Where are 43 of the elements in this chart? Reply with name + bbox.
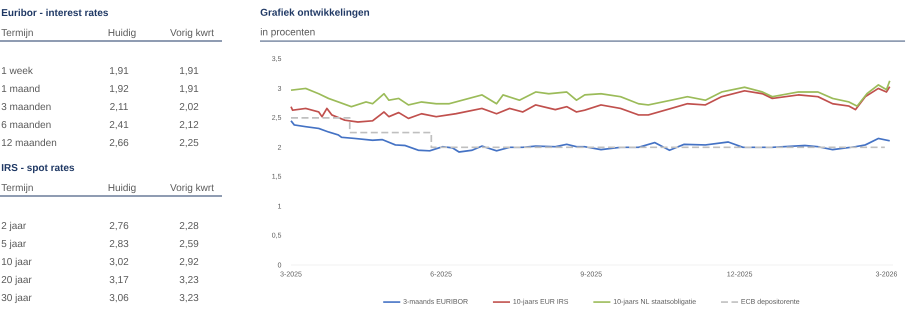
text: 2,66 [110, 139, 128, 148]
text: 3,23 [180, 276, 198, 284]
chart-subtitle: in procenten [260, 28, 315, 38]
text: 2,25 [180, 139, 198, 148]
text: 3,17 [110, 276, 128, 284]
category-label: 12 maanden [2, 138, 56, 146]
category-label: 5 jaar [2, 240, 26, 250]
text: 2,02 [180, 103, 198, 112]
text: 3,06 [110, 294, 128, 302]
category-label: Vorig kwrt [170, 28, 214, 38]
category-label: Huidig [108, 184, 136, 194]
chart-title: Grafiek ontwikkelingen [260, 8, 370, 18]
text: 2,76 [110, 222, 128, 230]
text: 1,91 [110, 67, 128, 76]
text: 3,02 [110, 258, 128, 266]
text: Euribor - interest rates [2, 8, 108, 16]
text: 1,91 [180, 67, 198, 76]
line-series [290, 80, 891, 108]
category-label: Huidig [108, 28, 136, 38]
text: 1,91 [180, 85, 198, 94]
category-label: 3 maanden [2, 102, 51, 110]
category-label: 20 jaar [2, 276, 32, 286]
text: 1,92 [110, 85, 128, 94]
text: 2,11 [110, 103, 128, 112]
category-label: 2 jaar [2, 222, 26, 232]
category-label: 1 week [2, 66, 33, 74]
text: IRS - spot rates [2, 164, 74, 174]
text: 2,59 [180, 240, 198, 248]
category-label: 30 jaar [2, 294, 32, 304]
text: 2,12 [180, 121, 198, 130]
text: Termijn [1, 28, 33, 38]
text: 2,83 [110, 240, 128, 248]
text: 2,28 [180, 222, 198, 230]
category-label: Vorig kwrt [170, 184, 214, 194]
line-series [290, 120, 891, 153]
category-label: 6 maanden [2, 120, 51, 128]
line-series [290, 86, 891, 123]
text: Termijn [1, 184, 33, 194]
text: 3,23 [180, 294, 198, 302]
text: 2,92 [180, 258, 198, 266]
text: 2,41 [110, 121, 128, 130]
category-label: 10 jaar [2, 258, 32, 268]
category-label: 1 maand [2, 84, 40, 92]
